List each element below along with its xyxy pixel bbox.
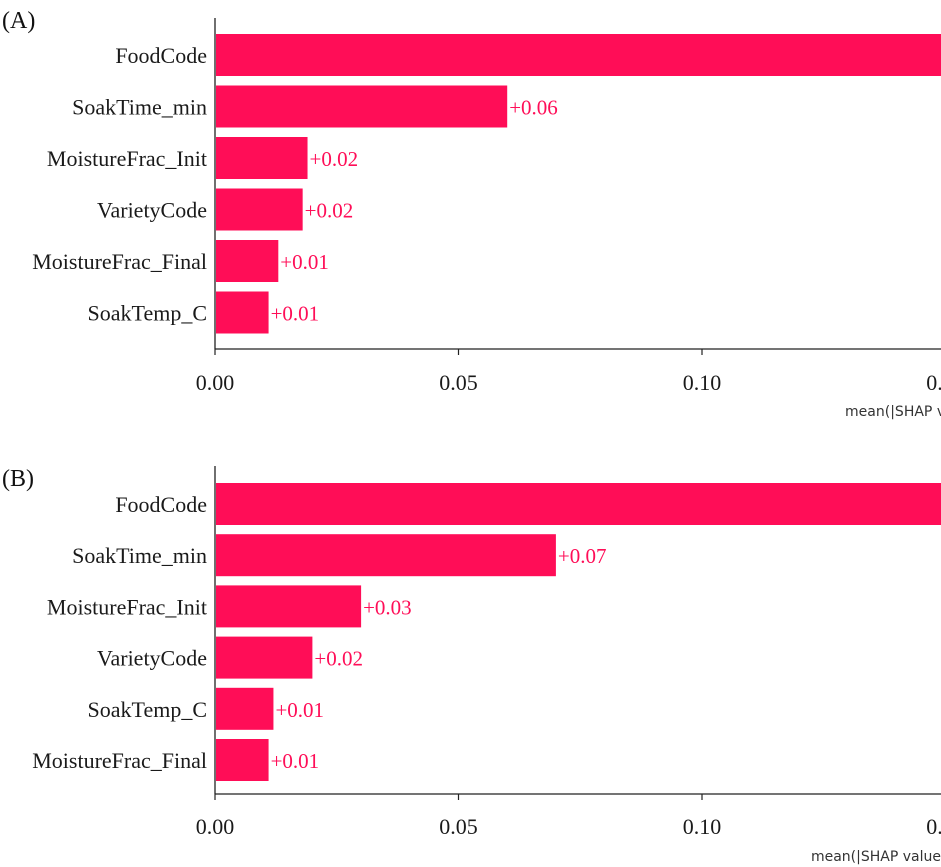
category-label-b-5: MoistureFrac_Final <box>32 748 207 773</box>
value-label-a-2: +0.02 <box>310 147 359 171</box>
category-label-b-0: FoodCode <box>115 492 207 517</box>
value-label-b-2: +0.03 <box>363 595 412 619</box>
bar-b-2 <box>216 585 362 628</box>
value-label-a-3: +0.02 <box>305 199 354 223</box>
category-label-b-2: MoistureFrac_Init <box>47 594 207 619</box>
value-label-b-3: +0.02 <box>314 647 363 671</box>
category-label-a-4: MoistureFrac_Final <box>32 249 207 274</box>
category-label-a-0: FoodCode <box>115 43 207 68</box>
bar-b-5 <box>216 739 269 781</box>
shap-chart-b: (B)FoodCode+0.26SoakTime_min+0.07Moistur… <box>0 448 941 867</box>
value-label-b-1: +0.07 <box>558 544 607 568</box>
category-label-a-1: SoakTime_min <box>72 95 207 120</box>
shap-bar-chart-a: (A)FoodCode+0.28SoakTime_min+0.06Moistur… <box>2 8 941 420</box>
bar-a-1 <box>216 85 508 128</box>
bar-a-4 <box>216 240 279 282</box>
value-label-a-5: +0.01 <box>271 302 320 326</box>
value-label-a-4: +0.01 <box>280 250 329 274</box>
category-label-a-2: MoistureFrac_Init <box>47 146 207 171</box>
bar-a-2 <box>216 137 308 179</box>
x-tick-label-a-1: 0.05 <box>439 370 478 395</box>
bar-a-0 <box>216 34 941 76</box>
x-tick-label-b-1: 0.05 <box>439 814 478 839</box>
bar-b-0 <box>216 483 941 525</box>
bar-a-3 <box>216 188 303 231</box>
bar-b-1 <box>216 534 556 577</box>
x-axis-label-b: mean(|SHAP value|) <box>811 849 941 865</box>
shap-chart-a: (A)FoodCode+0.28SoakTime_min+0.06Moistur… <box>2 8 941 420</box>
shap-bar-chart-b: (B)FoodCode+0.26SoakTime_min+0.07Moistur… <box>2 466 941 865</box>
category-label-a-5: SoakTemp_C <box>88 301 207 326</box>
x-axis-label-a: mean(|SHAP value|) <box>845 404 941 420</box>
panel-label-b: (B) <box>2 466 34 492</box>
x-tick-label-b-2: 0.10 <box>683 814 722 839</box>
value-label-a-1: +0.06 <box>509 96 558 120</box>
category-label-b-3: VarietyCode <box>97 646 207 671</box>
category-label-b-4: SoakTemp_C <box>88 697 207 722</box>
x-tick-label-a-3: 0.15 <box>926 370 941 395</box>
value-label-b-4: +0.01 <box>275 698 324 722</box>
x-tick-label-b-0: 0.00 <box>196 814 235 839</box>
bar-b-3 <box>216 636 313 679</box>
panel-label-a: (A) <box>2 8 35 34</box>
x-tick-label-a-2: 0.10 <box>683 370 722 395</box>
bar-a-5 <box>216 291 269 334</box>
value-label-b-5: +0.01 <box>271 749 320 773</box>
category-label-b-1: SoakTime_min <box>72 543 207 568</box>
x-tick-label-b-3: 0.15 <box>926 814 941 839</box>
category-label-a-3: VarietyCode <box>97 198 207 223</box>
x-tick-label-a-0: 0.00 <box>196 370 235 395</box>
bar-b-4 <box>216 687 274 730</box>
